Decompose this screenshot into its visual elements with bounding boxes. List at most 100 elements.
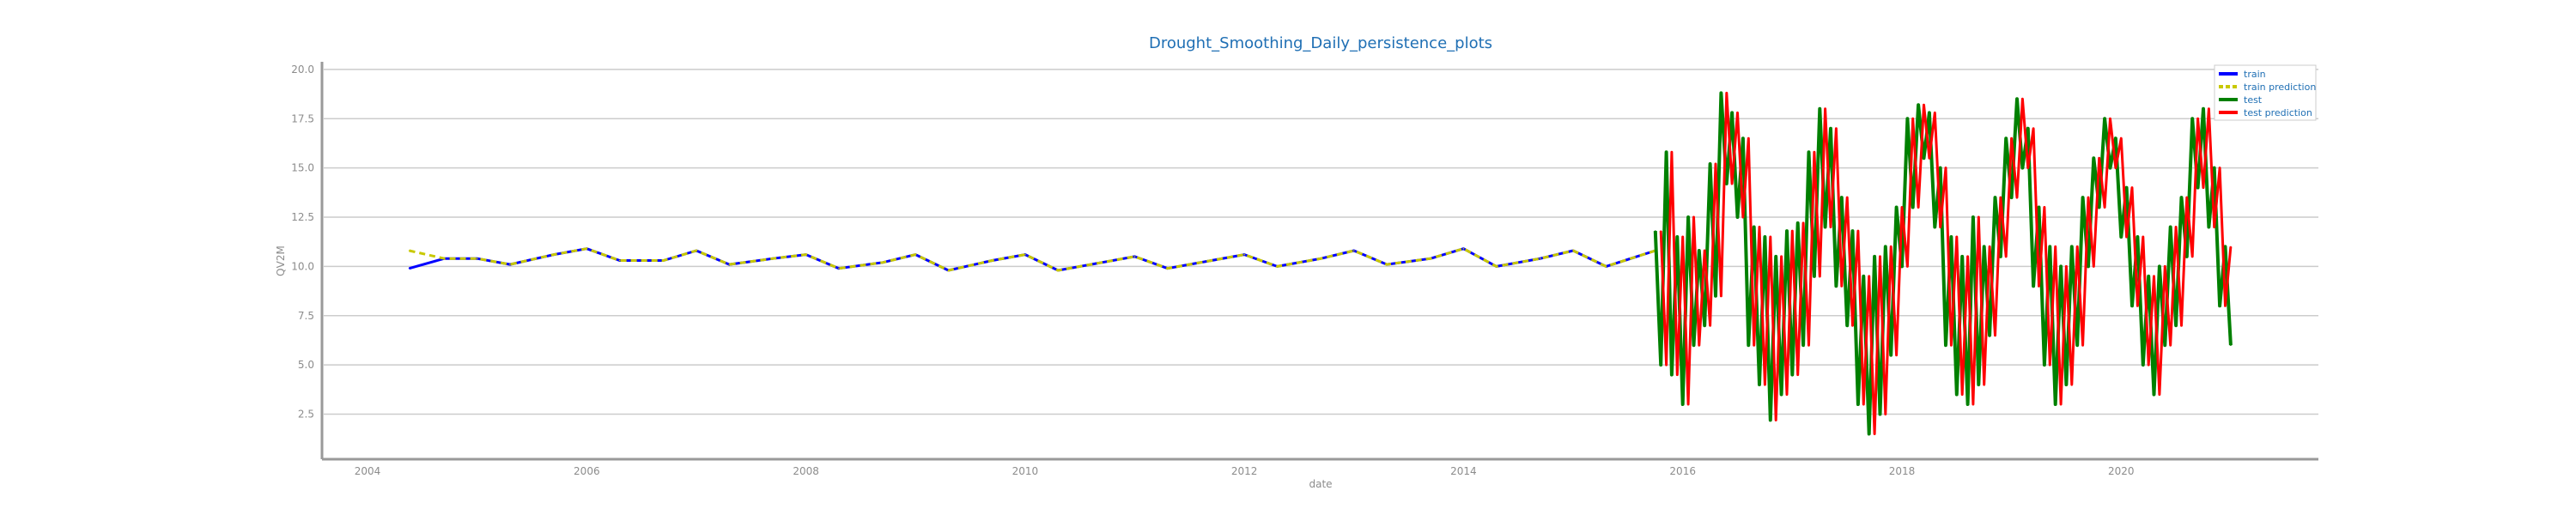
y-tick-label: 20.0 [291,64,314,76]
data-point [2054,403,2057,405]
data-point [2230,245,2232,248]
data-point [1101,262,1103,264]
data-point [2186,197,2188,198]
data-point [2049,245,2051,248]
data-point [2219,167,2221,169]
data-point [1885,413,1886,415]
data-point [1802,344,1804,347]
data-point [2164,265,2166,268]
data-point [1759,384,1760,385]
data-point [1770,419,1771,421]
data-point [2032,127,2034,130]
data-point [1572,250,1574,251]
data-point [1890,354,1892,356]
data-point [1961,393,1963,396]
data-point [509,264,511,265]
data-point [1917,104,1919,106]
data-point [1692,216,1695,218]
data-point [1780,256,1783,258]
data-point [1759,226,1760,228]
data-point [1243,253,1245,256]
data-point [1715,163,1716,165]
data-point [1687,216,1689,218]
data-point [1133,256,1136,258]
data-point [914,253,916,256]
data-point [1753,226,1755,228]
data-point [1879,256,1881,258]
data-point [1698,250,1700,251]
y-tick-label: 17.5 [291,112,314,124]
data-point [2224,245,2227,248]
data-point [1895,206,1898,209]
data-point [2136,236,2139,238]
data-point [2010,137,2013,139]
data-point [1835,285,1838,288]
data-point [2153,393,2155,396]
data-point [838,267,840,270]
data-point [2131,305,2133,307]
data-point [1929,157,1930,159]
data-point [1950,344,1953,347]
series-train-prediction [408,247,1656,272]
data-point [1994,197,1996,198]
data-point [2180,324,2183,327]
data-point [1687,403,1689,405]
data-point [2027,127,2029,130]
data-point [1911,118,1914,120]
data-point [2054,245,2057,248]
series-lines [408,91,2233,436]
x-tick-label: 2012 [1231,465,1258,477]
data-point [1978,216,1980,218]
data-point [1814,276,1815,277]
data-point [1462,247,1465,250]
data-point [2159,393,2160,396]
data-point [2065,384,2068,385]
data-point [1655,230,1656,232]
data-point [2027,167,2029,169]
data-point [1386,264,1388,265]
y-tick-label: 2.5 [298,409,314,421]
data-point [1994,334,1996,336]
data-point [1956,236,1958,238]
x-tick-label: 2006 [574,465,600,477]
data-point [1939,167,1941,169]
data-point [408,250,410,251]
data-point [2016,197,2018,198]
data-point [991,259,993,262]
data-point [1956,393,1958,396]
y-axis-label: QV2M [275,245,287,276]
data-point [1720,92,1722,94]
data-point [1671,151,1673,154]
data-point [1024,253,1026,256]
data-point [1824,226,1826,228]
data-point [2213,167,2215,169]
data-point [2010,197,2013,198]
data-point [1911,206,1914,209]
series-test-prediction [1659,91,2233,435]
data-point [1720,295,1722,297]
data-point [1775,256,1777,258]
data-point [476,258,478,260]
data-point [2219,305,2221,307]
data-point [1770,236,1771,238]
data-point [2076,344,2078,347]
data-point [618,259,621,262]
data-point [1851,324,1854,327]
data-point [1681,403,1684,405]
data-point [2202,108,2204,110]
data-point [1731,183,1733,185]
data-point [1320,258,1322,260]
data-point [1857,403,1859,405]
data-point [2032,285,2034,288]
data-point [1167,267,1169,270]
data-point [2005,137,2007,139]
data-point [408,267,410,270]
data-point [1895,354,1898,356]
data-point [1929,112,1930,114]
data-point [1819,276,1821,277]
axes [320,62,2318,461]
data-point [1540,258,1541,260]
data-point [2196,118,2199,120]
data-point [662,259,665,262]
